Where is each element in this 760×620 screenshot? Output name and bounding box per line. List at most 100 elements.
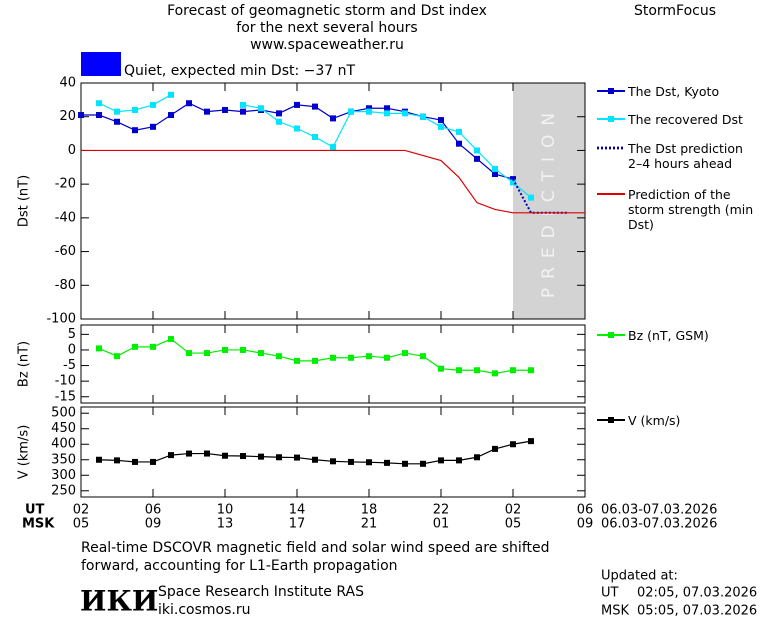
series-marker (438, 457, 444, 464)
series-marker (366, 108, 372, 115)
series-marker (456, 128, 462, 135)
series-marker (96, 456, 102, 463)
y-tick-label: 350 (51, 452, 76, 467)
series-marker (222, 346, 228, 353)
y-tick-label: 450 (51, 421, 76, 436)
series-marker (402, 110, 408, 117)
series-marker (168, 91, 174, 98)
plot-frame (80, 324, 586, 404)
series-marker (222, 106, 228, 113)
series-marker (150, 101, 156, 108)
updated-time: 02:05, 07.03.2026 (637, 586, 757, 601)
x-tick-label-msk: 05 (73, 517, 90, 532)
series-marker (168, 336, 174, 343)
series-marker (276, 110, 282, 117)
x-tick-label: 10 (217, 503, 234, 518)
series-marker (348, 354, 354, 361)
series-line (512, 178, 567, 214)
status-text: Quiet, expected min Dst: −37 nT (124, 63, 356, 79)
series-marker (168, 112, 174, 119)
series-marker (276, 118, 282, 125)
series-marker (528, 194, 534, 201)
series-marker (366, 353, 372, 360)
series-marker (348, 458, 354, 465)
series-marker (222, 452, 228, 459)
x-tick-label-msk: 13 (217, 517, 234, 532)
series-marker (510, 179, 516, 186)
series-marker (312, 133, 318, 140)
y-tick-label: -100 (46, 312, 76, 327)
y-tick-label: -5 (63, 358, 76, 373)
plot-frame (80, 82, 586, 320)
series-marker (492, 445, 498, 452)
institute: Space Research Institute RAS (158, 584, 364, 600)
series-marker (384, 354, 390, 361)
logo: ИКИ (80, 585, 158, 618)
x-tick-label: 02 (505, 503, 522, 518)
series-marker (204, 350, 210, 357)
series-marker (114, 118, 120, 125)
series-marker (240, 453, 246, 460)
series-marker (330, 115, 336, 122)
x-tick-label-msk: 09 (145, 517, 162, 532)
series-marker (330, 458, 336, 465)
series-marker (132, 127, 138, 134)
series-marker (474, 155, 480, 162)
series-marker (492, 370, 498, 377)
series-marker (312, 103, 318, 110)
series-marker (240, 101, 246, 108)
series-marker (438, 117, 444, 124)
time-row-name: MSK (22, 517, 55, 532)
y-tick-label: 300 (51, 468, 76, 483)
x-tick-label-msk: 09 (577, 517, 594, 532)
series-marker (312, 456, 318, 463)
y-tick-label: -40 (55, 210, 76, 225)
y-tick-label: 40 (59, 76, 76, 91)
y-tick-label: 500 (51, 406, 76, 421)
series-marker (474, 147, 480, 154)
series-marker (456, 140, 462, 147)
series-marker (474, 454, 480, 461)
series-marker (492, 171, 498, 178)
series-marker (96, 100, 102, 107)
series-marker (330, 144, 336, 151)
y-axis-label: Dst (nT) (17, 175, 32, 227)
title-line: for the next several hours (236, 20, 417, 36)
series-marker (528, 438, 534, 445)
series-marker (510, 367, 516, 374)
series-marker (258, 453, 264, 460)
series-marker (150, 343, 156, 350)
y-axis-label: V (km/s) (17, 425, 32, 480)
series-marker (204, 450, 210, 457)
series-marker (240, 108, 246, 115)
y-tick-label: -60 (55, 244, 76, 259)
series-marker (114, 108, 120, 115)
legend-marker (608, 332, 614, 338)
legend-marker (608, 116, 614, 122)
series-marker (258, 350, 264, 357)
series-marker (240, 346, 246, 353)
series-marker (456, 457, 462, 464)
x-tick-label-msk: 05 (505, 517, 522, 532)
legend-label: The recovered Dst (628, 112, 743, 127)
updated-time: 05:05, 07.03.2026 (637, 604, 757, 619)
legend-label: Prediction of the storm strength (min Ds… (628, 187, 754, 232)
legend-label: Bz (nT, GSM) (628, 328, 709, 343)
legend-label: The Dst, Kyoto (628, 84, 720, 99)
series-marker (366, 459, 372, 466)
series-marker (510, 441, 516, 448)
x-tick-label: 06 (577, 503, 594, 518)
y-tick-label: 250 (51, 483, 76, 498)
y-tick-label: 400 (51, 437, 76, 452)
series-marker (384, 105, 390, 112)
x-tick-label-msk: 17 (289, 517, 306, 532)
y-tick-label: 0 (68, 143, 76, 158)
series-marker (492, 165, 498, 172)
series-marker (366, 105, 372, 112)
updated-label: Updated at: (601, 569, 678, 584)
series-marker (114, 457, 120, 464)
series-marker (258, 105, 264, 112)
series-marker (312, 357, 318, 364)
series-marker (114, 353, 120, 360)
